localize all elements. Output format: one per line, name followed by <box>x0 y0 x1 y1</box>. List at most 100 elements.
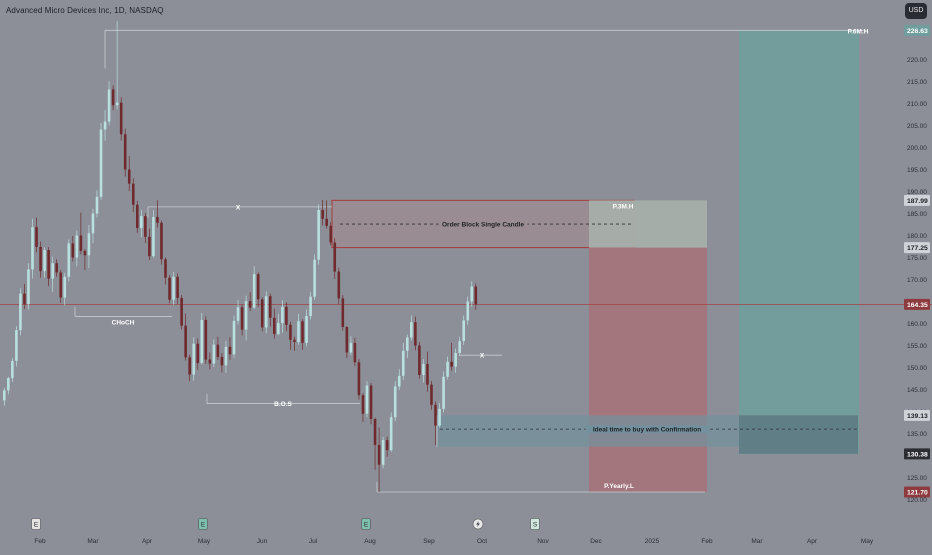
annotation-label[interactable]: CHoCH <box>112 319 135 326</box>
candle[interactable] <box>23 293 26 305</box>
candle[interactable] <box>135 204 139 229</box>
candle[interactable] <box>466 301 470 321</box>
candle[interactable] <box>462 320 466 342</box>
candle[interactable] <box>252 274 256 308</box>
split-icon[interactable] <box>530 518 540 530</box>
candle[interactable] <box>127 169 131 184</box>
zone-projection[interactable] <box>589 200 707 248</box>
candle[interactable] <box>410 322 413 338</box>
candle[interactable] <box>148 236 151 257</box>
candle[interactable] <box>164 259 167 278</box>
candle[interactable] <box>277 323 280 335</box>
dividend-icon[interactable] <box>361 518 371 530</box>
candle[interactable] <box>180 297 183 326</box>
candle[interactable] <box>418 345 421 375</box>
candle[interactable] <box>11 360 14 379</box>
candle[interactable] <box>91 213 95 234</box>
candle[interactable] <box>3 390 6 401</box>
candle[interactable] <box>240 307 244 330</box>
candle[interactable] <box>281 306 284 324</box>
candle[interactable] <box>79 235 83 251</box>
candle[interactable] <box>35 227 38 247</box>
candle[interactable] <box>377 444 381 465</box>
candle[interactable] <box>393 386 397 418</box>
candle[interactable] <box>7 378 10 391</box>
candle[interactable] <box>260 299 264 328</box>
candle[interactable] <box>406 337 409 351</box>
annotation-label[interactable]: X <box>236 204 241 211</box>
candle[interactable] <box>426 363 429 385</box>
candle[interactable] <box>357 362 361 396</box>
candle[interactable] <box>99 129 103 197</box>
candle[interactable] <box>337 271 341 299</box>
candle[interactable] <box>268 296 272 318</box>
candle[interactable] <box>422 363 425 375</box>
candle[interactable] <box>119 102 123 135</box>
candle[interactable] <box>212 344 216 364</box>
candle[interactable] <box>63 276 67 298</box>
candle[interactable] <box>450 361 453 367</box>
candle[interactable] <box>373 418 377 445</box>
candle[interactable] <box>301 321 304 343</box>
candle[interactable] <box>389 417 393 451</box>
candle[interactable] <box>361 395 365 414</box>
candle[interactable] <box>458 341 461 353</box>
candle[interactable] <box>144 216 147 237</box>
candle[interactable] <box>111 89 115 106</box>
candle[interactable] <box>55 263 58 273</box>
candle[interactable] <box>71 243 75 258</box>
candle[interactable] <box>341 298 345 328</box>
candle[interactable] <box>264 296 268 328</box>
candle[interactable] <box>95 196 99 214</box>
candle[interactable] <box>160 222 163 260</box>
candle[interactable] <box>470 286 474 302</box>
candle[interactable] <box>228 346 232 355</box>
candle[interactable] <box>232 320 236 355</box>
candle[interactable] <box>75 235 79 258</box>
candle[interactable] <box>43 250 46 272</box>
candle[interactable] <box>414 322 417 346</box>
candle[interactable] <box>236 307 240 321</box>
candle[interactable] <box>381 440 385 465</box>
candle[interactable] <box>51 263 54 279</box>
candle[interactable] <box>305 316 308 343</box>
candle[interactable] <box>256 274 260 300</box>
candle[interactable] <box>273 317 276 335</box>
candle[interactable] <box>216 344 220 357</box>
candle[interactable] <box>401 350 405 376</box>
candle[interactable] <box>385 440 389 451</box>
candle[interactable] <box>430 384 433 405</box>
candle[interactable] <box>454 352 457 367</box>
candle[interactable] <box>309 296 312 317</box>
annotation-label[interactable]: Order Block Single Candle <box>442 222 524 229</box>
candle[interactable] <box>397 375 401 387</box>
candle[interactable] <box>313 259 316 297</box>
earnings-icon[interactable] <box>31 518 41 530</box>
candle[interactable] <box>59 272 63 298</box>
annotation-label[interactable]: P.Yearly.L <box>604 483 634 490</box>
candle[interactable] <box>196 343 200 364</box>
candle[interactable] <box>289 324 292 340</box>
candle[interactable] <box>333 242 337 272</box>
candle[interactable] <box>200 319 204 364</box>
candle[interactable] <box>446 361 449 377</box>
candle[interactable] <box>353 342 357 363</box>
annotation-label[interactable]: P.3M.H <box>613 203 634 210</box>
candle[interactable] <box>438 408 441 426</box>
candle[interactable] <box>123 134 127 170</box>
candle[interactable] <box>345 327 349 353</box>
candle[interactable] <box>115 102 119 106</box>
annotation-label[interactable]: Ideal time to buy with Confirmation <box>593 427 701 434</box>
candle[interactable] <box>131 183 135 205</box>
candle[interactable] <box>349 342 353 353</box>
candle[interactable] <box>47 250 50 279</box>
candle[interactable] <box>107 89 111 122</box>
candle[interactable] <box>19 293 22 331</box>
candle[interactable] <box>220 356 224 366</box>
candle[interactable] <box>369 385 373 419</box>
candle[interactable] <box>188 357 191 375</box>
dividend-icon[interactable] <box>198 518 208 530</box>
candle[interactable] <box>248 301 252 308</box>
